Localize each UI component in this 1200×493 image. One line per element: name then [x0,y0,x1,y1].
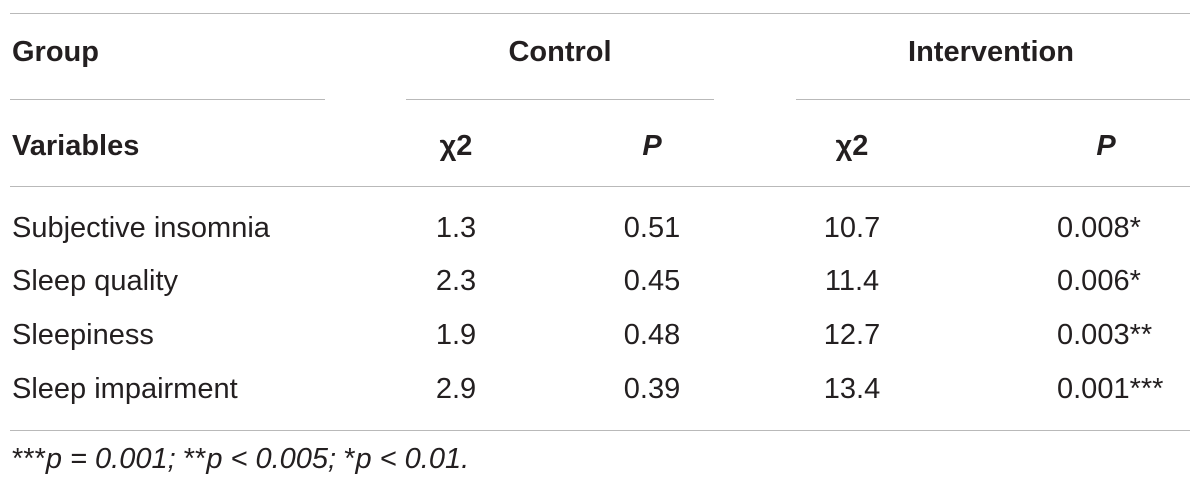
footnote-part-2: p < 0.005; [206,443,345,475]
table-footnote: ***p = 0.001; **p < 0.005; *p < 0.01. [12,442,469,476]
footnote-stars-3: *** [12,443,46,475]
intervention-p-cell: 0.001*** [1057,373,1164,405]
variable-cell: Subjective insomnia [12,212,270,244]
footnote-stars-2: ** [183,443,207,475]
control-p-cell: 0.48 [623,319,681,351]
intervention-chi-cell: 12.7 [823,319,881,351]
variable-cell: Sleep quality [12,265,179,297]
intervention-header: Intervention [908,36,1074,68]
control-p-header: P [642,130,662,162]
intervention-p-cell: 0.008* [1057,212,1141,244]
footnote-part-3: p < 0.01. [355,443,470,475]
footnote-part-1: p = 0.001; [45,443,184,475]
control-chi-cell: 2.9 [435,373,477,405]
control-header: Control [508,36,612,68]
intervention-p-cell: 0.006* [1057,265,1141,297]
control-chi-header: χ2 [439,130,473,162]
intervention-chi-cell: 13.4 [823,373,881,405]
intervention-underline-rule [796,99,1190,100]
group-header: Group [12,36,99,68]
variables-header: Variables [12,130,140,162]
control-p-cell: 0.45 [623,265,681,297]
control-p-cell: 0.51 [623,212,681,244]
variable-cell: Sleepiness [12,319,154,351]
footnote-stars-1: * [344,443,356,475]
variable-cell: Sleep impairment [12,373,238,405]
control-chi-cell: 1.9 [435,319,477,351]
control-p-cell: 0.39 [623,373,681,405]
intervention-chi-cell: 11.4 [824,265,880,297]
table-bottom-rule [10,430,1190,431]
intervention-p-header: P [1096,130,1116,162]
header-bottom-rule [10,186,1190,187]
control-chi-cell: 1.3 [435,212,477,244]
control-underline-rule [406,99,714,100]
intervention-chi-header: χ2 [835,130,869,162]
intervention-chi-cell: 10.7 [823,212,881,244]
intervention-p-cell: 0.003** [1057,319,1153,351]
group-underline-rule [10,99,325,100]
table-top-rule [10,13,1190,14]
control-chi-cell: 2.3 [435,265,477,297]
